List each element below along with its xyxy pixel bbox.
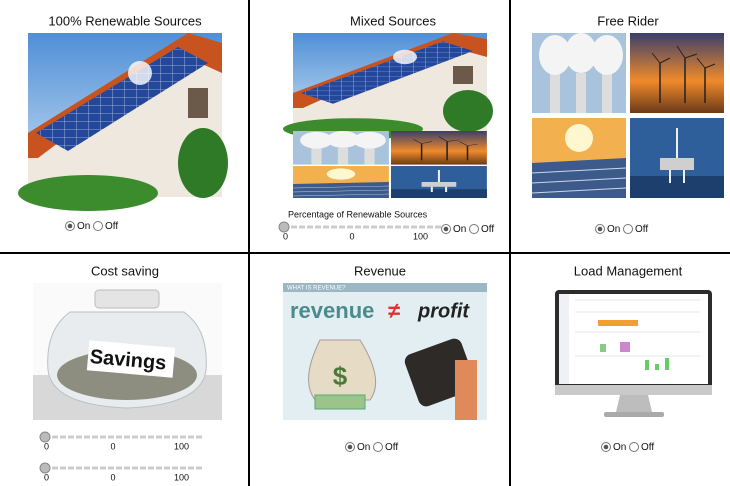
radio-dot [604, 445, 609, 450]
revenue-image: WHAT IS REVENUE? revenue ≠ profit $ [283, 283, 487, 420]
slider-max: 100 [174, 441, 189, 451]
panel-title: Cost saving [91, 263, 159, 278]
solar-image [18, 33, 228, 211]
radio-button [624, 225, 633, 234]
radio-group: On Off [442, 224, 495, 235]
panel-title: Load Management [574, 263, 683, 278]
radio-button [470, 225, 479, 234]
radio-button [94, 222, 103, 231]
image-text: WHAT IS REVENUE? [287, 286, 346, 292]
monitor-image [555, 290, 712, 417]
radio-label: Off [105, 221, 118, 232]
radio-group: On Off [346, 442, 399, 453]
radio-option[interactable]: On [442, 224, 467, 235]
slider-min: 0 [44, 472, 49, 482]
panel-title: 100% Renewable Sources [48, 13, 202, 28]
slider-value: 0 [349, 231, 354, 241]
radio-group: On Off [596, 224, 649, 235]
svg-text:$: $ [333, 361, 348, 391]
radio-option[interactable]: On [66, 221, 91, 232]
radio-label: Off [635, 224, 648, 235]
slider[interactable]: 0 0 100 [40, 463, 204, 482]
slider-max: 100 [174, 472, 189, 482]
image-text: profit [417, 300, 470, 322]
savings-image: Savings [33, 283, 222, 420]
slider-min: 0 [44, 441, 49, 451]
radio-label: Off [385, 442, 398, 453]
radio-option[interactable]: Off [624, 224, 649, 235]
radio-option[interactable]: Off [470, 224, 495, 235]
slider-label: Percentage of Renewable Sources [288, 209, 428, 219]
page: 100% Renewable Sources On Off Mixed Sourc… [0, 0, 730, 486]
slider-min: 0 [283, 231, 288, 241]
radio-option[interactable]: On [346, 442, 371, 453]
image-text: revenue [290, 298, 374, 323]
radio-label: On [77, 221, 90, 232]
radio-label: Off [481, 224, 494, 235]
radio-label: On [357, 442, 370, 453]
radio-label: On [453, 224, 466, 235]
radio-option[interactable]: On [596, 224, 621, 235]
slider[interactable]: 0 0 100 [279, 222, 443, 241]
panel-title: Revenue [354, 263, 406, 278]
image-text: ≠ [388, 298, 400, 323]
radio-dot [68, 224, 73, 229]
radio-option[interactable]: On [602, 442, 627, 453]
radio-dot [348, 445, 353, 450]
radio-dot [598, 227, 603, 232]
radio-group: On Off [602, 442, 655, 453]
slider[interactable]: 0 0 100 [40, 432, 204, 451]
radio-button [374, 443, 383, 452]
radio-option[interactable]: Off [94, 221, 119, 232]
radio-button [630, 443, 639, 452]
radio-label: On [613, 442, 626, 453]
radio-option[interactable]: Off [630, 442, 655, 453]
panel-title: Mixed Sources [350, 13, 436, 28]
free-rider-image [532, 33, 724, 198]
radio-dot [444, 227, 449, 232]
radio-option[interactable]: Off [374, 442, 399, 453]
panel-title: Free Rider [597, 13, 659, 28]
mixed-image [283, 33, 493, 198]
slider-value: 0 [110, 472, 115, 482]
slider-max: 100 [413, 231, 428, 241]
radio-label: On [607, 224, 620, 235]
slider-value: 0 [110, 441, 115, 451]
radio-group: On Off [66, 221, 119, 232]
radio-label: Off [641, 442, 654, 453]
